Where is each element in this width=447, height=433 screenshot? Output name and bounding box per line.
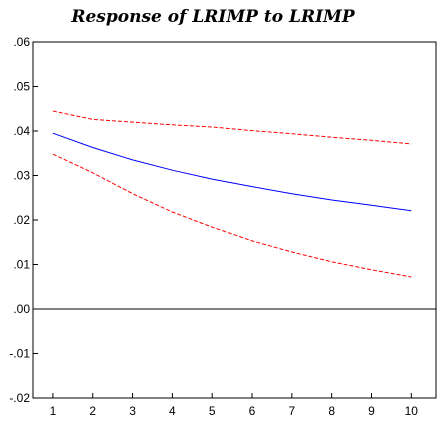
x-tick-label: 7 <box>289 404 296 418</box>
chart-title: Response of LRIMP to LRIMP <box>70 7 355 27</box>
x-tick-label: 2 <box>89 404 96 418</box>
series-line-response <box>52 132 412 212</box>
plot-frame <box>32 41 437 399</box>
y-tick-label: .04 <box>13 124 30 138</box>
x-tick-label: 10 <box>405 404 419 418</box>
x-tick-label: 6 <box>249 404 256 418</box>
x-axis: 1 2 3 4 5 6 7 8 9 10 <box>50 393 419 418</box>
x-tick-label: 8 <box>328 404 335 418</box>
y-tick-label: .03 <box>13 169 30 183</box>
y-tick-label: .05 <box>13 80 30 94</box>
x-tick-label: 4 <box>169 404 176 418</box>
y-tick-label: .01 <box>13 258 30 272</box>
x-tick-label: 1 <box>50 404 57 418</box>
y-tick-label: .06 <box>13 35 30 49</box>
series-line-lower-band <box>52 153 412 278</box>
series-line-upper-band <box>52 110 412 145</box>
y-tick-label: .02 <box>13 213 30 227</box>
x-tick-label: 3 <box>129 404 136 418</box>
x-tick-label: 5 <box>209 404 216 418</box>
y-tick-label: -.02 <box>9 391 30 405</box>
y-tick-label: .00 <box>13 302 30 316</box>
y-axis: .06 .05 .04 .03 .02 .01 .00 -.01 -.02 <box>9 35 38 405</box>
y-tick-label: -.01 <box>9 347 30 361</box>
x-tick-label: 9 <box>368 404 375 418</box>
series-layer <box>52 110 412 278</box>
